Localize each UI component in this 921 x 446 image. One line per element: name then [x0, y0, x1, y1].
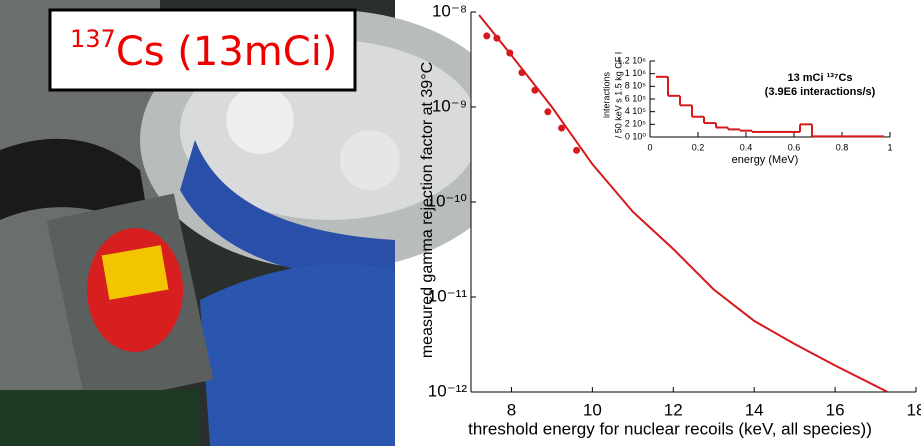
x-tick-label: 1 [887, 142, 892, 152]
x-tick-label: 0.6 [788, 142, 801, 152]
data-point [558, 124, 566, 132]
x-tick-label: 10 [583, 400, 602, 419]
x-tick-label: 14 [745, 400, 764, 419]
x-tick-label: 16 [826, 400, 845, 419]
y-tick-label: 2 10⁵ [625, 119, 647, 129]
y-tick-label: 8 10⁵ [625, 81, 647, 91]
x-tick-label: 8 [507, 400, 516, 419]
y-tick-label: 10⁻¹⁰ [427, 191, 468, 210]
data-point [573, 146, 581, 154]
inset-title: 13 mCi ¹³⁷Cs [787, 72, 852, 84]
photo-label: 137Cs (13mCi) [70, 25, 337, 75]
y-tick-label: 10⁻¹¹ [428, 286, 468, 305]
x-tick-label: 18 [907, 400, 921, 419]
inset-x-title: energy (MeV) [732, 154, 799, 166]
y-tick-label: 10⁻¹² [428, 381, 468, 400]
x-tick-label: 0.4 [740, 142, 753, 152]
label-box [48, 8, 357, 92]
plot-bg [471, 12, 916, 392]
y-tick-label: 1 10⁶ [625, 68, 647, 78]
y-tick-label: 0 10⁰ [625, 131, 647, 141]
y-tick-label: 10⁻⁸ [432, 1, 467, 20]
x-tick-label: 0 [647, 142, 652, 152]
x-tick-label: 12 [664, 400, 683, 419]
x-tick-label: 0.2 [692, 142, 705, 152]
inset-subtitle: (3.9E6 interactions/s) [765, 86, 876, 98]
y-tick-label: 6 10⁵ [625, 93, 647, 103]
x-tick-label: 0.8 [836, 142, 849, 152]
y-tick-label: 4 10⁵ [625, 106, 647, 116]
x-axis-title: threshold energy for nuclear recoils (ke… [468, 419, 872, 438]
data-point [544, 108, 552, 116]
inset-y-title: / 50 keV s 1.5 kg CF I [613, 52, 623, 139]
inset-y-title: interactions [601, 71, 611, 118]
y-tick-label: 10⁻⁹ [432, 96, 467, 115]
label-text: Cs (13mCi) [116, 29, 338, 75]
fit-curve [478, 14, 889, 393]
isotope: 137 [70, 25, 116, 53]
data-point [483, 32, 491, 40]
y-tick-label: 1.2 10⁶ [617, 55, 646, 65]
y-axis-title: measured gamma rejection factor at 39°C [419, 62, 436, 358]
